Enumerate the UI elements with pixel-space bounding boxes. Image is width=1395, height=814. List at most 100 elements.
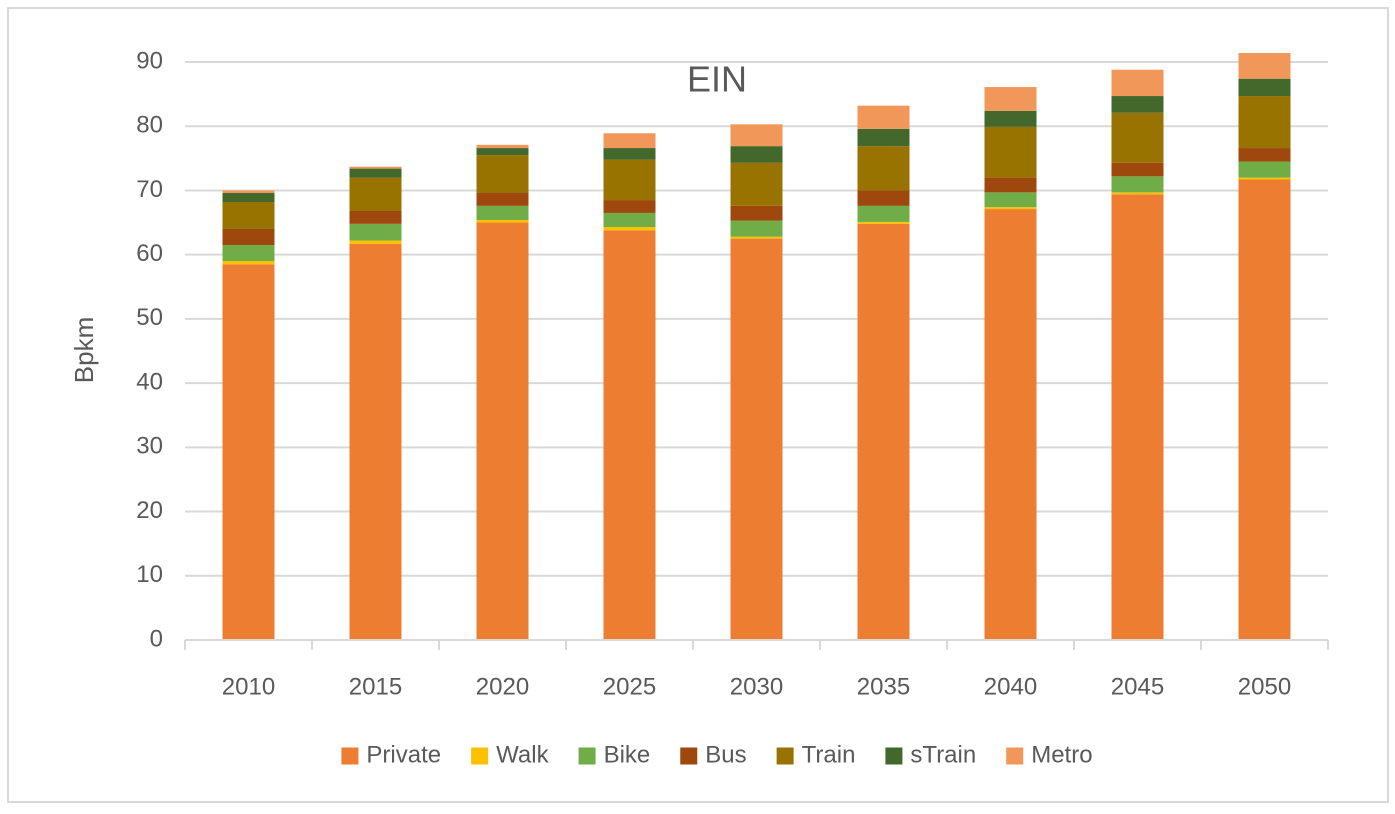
x-tick-label: 2010 <box>222 673 275 700</box>
legend-item: Bus <box>680 741 747 768</box>
x-tick-label: 2045 <box>1111 673 1164 700</box>
y-tick-label: 90 <box>136 47 163 74</box>
bar-segment <box>603 230 656 641</box>
x-tick-label: 2015 <box>349 673 402 700</box>
legend-swatch <box>471 747 489 765</box>
bar-segment <box>603 227 656 231</box>
bar-segment <box>857 105 910 129</box>
bar-segment <box>476 193 529 206</box>
x-tick-label: 2035 <box>857 673 910 700</box>
y-tick-label: 20 <box>136 497 163 524</box>
legend-label: Bus <box>705 741 746 768</box>
bar-segment <box>984 209 1037 640</box>
x-tick-label: 2040 <box>984 673 1037 700</box>
legend-label: sTrain <box>910 741 976 768</box>
bar-segment <box>1238 177 1291 180</box>
bar-segment <box>730 205 783 221</box>
bar-segment <box>730 146 783 163</box>
bar-segment <box>730 238 783 640</box>
bar-segment <box>857 205 910 222</box>
y-tick-label: 50 <box>136 304 163 331</box>
bar-segment <box>476 219 529 223</box>
bar-segment <box>1111 194 1164 640</box>
bar-segment <box>730 236 783 239</box>
legend-swatch <box>776 747 794 765</box>
y-tick-label: 60 <box>136 240 163 267</box>
bar-segment <box>730 124 783 147</box>
legend-swatch <box>1006 747 1024 765</box>
bar-segment <box>603 133 656 149</box>
bar-segment <box>857 223 910 640</box>
bar-segment <box>349 223 402 241</box>
legend-item: Walk <box>471 741 550 768</box>
bar-segment <box>857 128 910 147</box>
x-tick-label: 2050 <box>1238 673 1291 700</box>
bar-segment <box>603 148 656 160</box>
legend-label: Private <box>366 741 441 768</box>
bar-segment <box>984 87 1037 111</box>
legend-item: Train <box>776 741 856 768</box>
legend-label: Bike <box>604 741 651 768</box>
bar-segment <box>857 146 910 191</box>
legend-swatch <box>578 747 596 765</box>
bar-segment <box>984 126 1037 178</box>
bar-segment <box>984 207 1037 210</box>
bar-segment <box>476 148 529 156</box>
bar-segment <box>1111 176 1164 193</box>
legend-swatch <box>680 747 698 765</box>
bar-segment <box>857 221 910 224</box>
bar-segment <box>222 190 275 194</box>
x-tick-label: 2025 <box>603 673 656 700</box>
bar-segment <box>222 193 275 203</box>
legend-item: Metro <box>1006 741 1093 768</box>
legend-item: Private <box>341 741 441 768</box>
legend-label: Walk <box>496 741 549 768</box>
bar-segment <box>730 220 783 237</box>
bar-segment <box>222 261 275 265</box>
bar-segment <box>349 210 402 224</box>
bar-segment <box>857 190 910 206</box>
bar-segment <box>1238 53 1291 79</box>
legend-label: Train <box>802 741 856 768</box>
bar-segment <box>349 243 402 640</box>
y-tick-label: 70 <box>136 176 163 203</box>
bar-segment <box>476 205 529 220</box>
bar-segment <box>476 222 529 641</box>
bar-segment <box>984 192 1037 208</box>
legend-label: Metro <box>1031 741 1092 768</box>
bar-segment <box>1238 96 1291 149</box>
y-tick-label: 30 <box>136 433 163 460</box>
bar-segment <box>349 240 402 244</box>
legend-swatch <box>341 747 359 765</box>
bar-segment <box>1111 69 1164 97</box>
bar-segment <box>1111 112 1164 163</box>
bar-segment <box>222 245 275 262</box>
y-tick-label: 40 <box>136 368 163 395</box>
y-tick-label: 10 <box>136 561 163 588</box>
bar-segment <box>1111 192 1164 195</box>
bar-segment <box>349 168 402 178</box>
bar-segment <box>603 159 656 201</box>
bar-segment <box>730 162 783 206</box>
legend-item: Bike <box>578 741 651 768</box>
y-tick-label: 0 <box>150 625 163 652</box>
bar-segment <box>1238 78 1291 97</box>
bar-segment <box>222 264 275 640</box>
bar-segment <box>1238 148 1291 162</box>
x-tick-label: 2030 <box>730 673 783 700</box>
bar-segment <box>476 155 529 194</box>
chart-title: EIN <box>687 59 747 100</box>
bar-segment <box>1238 161 1291 178</box>
bar-segment <box>984 110 1037 127</box>
bar-segment <box>1111 162 1164 177</box>
bar-segment <box>349 177 402 211</box>
bar-segment <box>1238 179 1291 640</box>
bar-segment <box>349 166 402 169</box>
legend-swatch <box>885 747 903 765</box>
y-tick-label: 80 <box>136 112 163 139</box>
x-tick-label: 2020 <box>476 673 529 700</box>
bar-segment <box>222 228 275 246</box>
bar-segment <box>984 177 1037 193</box>
bar-segment <box>222 202 275 229</box>
